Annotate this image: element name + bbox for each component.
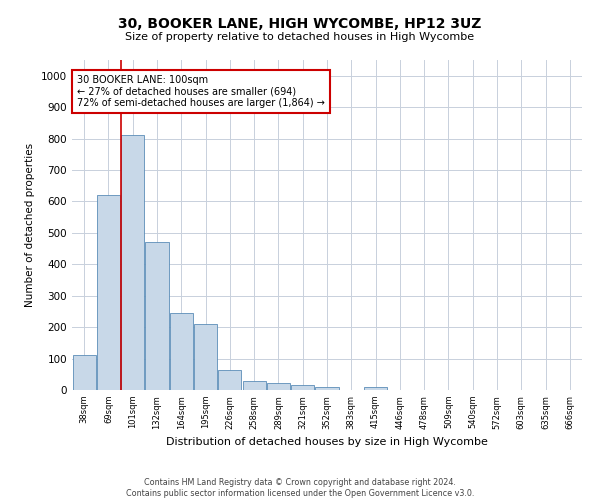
Text: 30 BOOKER LANE: 100sqm
← 27% of detached houses are smaller (694)
72% of semi-de: 30 BOOKER LANE: 100sqm ← 27% of detached… <box>77 75 325 108</box>
Bar <box>242 381 266 390</box>
Bar <box>121 136 144 390</box>
Bar <box>267 383 290 390</box>
Bar <box>364 388 387 390</box>
Bar <box>145 242 169 390</box>
Bar <box>194 324 217 390</box>
Bar <box>73 356 95 390</box>
Bar <box>170 313 193 390</box>
Y-axis label: Number of detached properties: Number of detached properties <box>25 143 35 307</box>
Bar <box>97 195 120 390</box>
X-axis label: Distribution of detached houses by size in High Wycombe: Distribution of detached houses by size … <box>166 437 488 447</box>
Text: Contains HM Land Registry data © Crown copyright and database right 2024.
Contai: Contains HM Land Registry data © Crown c… <box>126 478 474 498</box>
Bar <box>291 385 314 390</box>
Text: Size of property relative to detached houses in High Wycombe: Size of property relative to detached ho… <box>125 32 475 42</box>
Bar <box>218 370 241 390</box>
Text: 30, BOOKER LANE, HIGH WYCOMBE, HP12 3UZ: 30, BOOKER LANE, HIGH WYCOMBE, HP12 3UZ <box>118 18 482 32</box>
Bar <box>316 387 338 390</box>
